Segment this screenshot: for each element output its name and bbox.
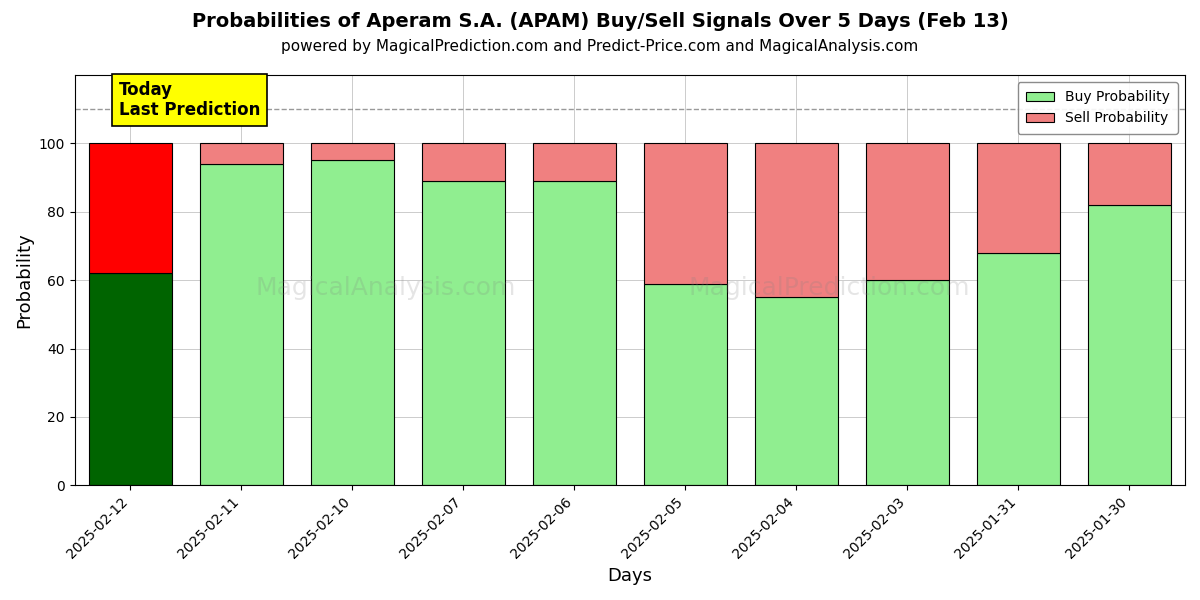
Bar [643, 284, 727, 485]
Bar [311, 143, 394, 160]
Bar [533, 181, 616, 485]
Bar [199, 143, 283, 164]
Text: MagicalAnalysis.com: MagicalAnalysis.com [256, 277, 516, 301]
Bar [755, 297, 838, 485]
Bar [977, 143, 1060, 253]
Text: MagicalPrediction.com: MagicalPrediction.com [689, 277, 971, 301]
Bar [1088, 205, 1171, 485]
Text: Probabilities of Aperam S.A. (APAM) Buy/Sell Signals Over 5 Days (Feb 13): Probabilities of Aperam S.A. (APAM) Buy/… [192, 12, 1008, 31]
Bar [865, 280, 949, 485]
Bar [755, 143, 838, 297]
Legend: Buy Probability, Sell Probability: Buy Probability, Sell Probability [1018, 82, 1178, 134]
Bar [89, 273, 172, 485]
X-axis label: Days: Days [607, 567, 653, 585]
Bar [421, 181, 505, 485]
Bar [1088, 143, 1171, 205]
Bar [199, 164, 283, 485]
Bar [533, 143, 616, 181]
Bar [311, 160, 394, 485]
Bar [643, 143, 727, 284]
Bar [977, 253, 1060, 485]
Y-axis label: Probability: Probability [16, 232, 34, 328]
Bar [865, 143, 949, 280]
Text: powered by MagicalPrediction.com and Predict-Price.com and MagicalAnalysis.com: powered by MagicalPrediction.com and Pre… [281, 39, 919, 54]
Bar [421, 143, 505, 181]
Bar [89, 143, 172, 273]
Text: Today
Last Prediction: Today Last Prediction [119, 80, 260, 119]
